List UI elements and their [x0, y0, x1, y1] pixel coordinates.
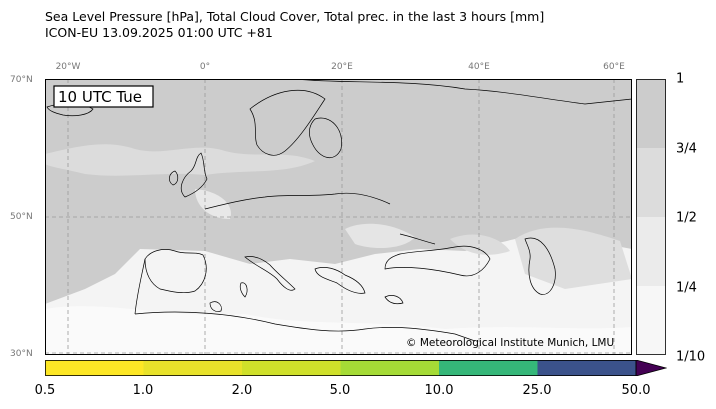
cloud-cover-colorbar	[636, 79, 666, 355]
precip-tick-5-0: 5.0	[329, 383, 351, 398]
cloud-tick-1-4: 1/4	[676, 280, 697, 296]
lon-label-20w: 20°W	[55, 62, 81, 72]
cloud-cover-segment	[636, 148, 666, 217]
gridlines	[45, 79, 632, 355]
lon-label-40e: 40°E	[468, 62, 490, 72]
precip-extend-arrow	[635, 360, 667, 376]
lon-label-60e: 60°E	[603, 62, 625, 72]
weather-map: 10 UTC Tue © Meteorological Institute Mu…	[45, 79, 632, 355]
precip-segment	[143, 360, 243, 376]
lat-label-70n: 70°N	[10, 75, 33, 85]
precip-segment	[340, 360, 440, 376]
precip-tick-25-0: 25.0	[522, 383, 552, 398]
precip-colorbar-frame	[45, 360, 637, 376]
time-label-box	[53, 85, 154, 108]
precip-tick-0-5: 0.5	[34, 383, 56, 398]
precip-tick-1-0: 1.0	[132, 383, 154, 398]
map-frame	[45, 79, 632, 355]
cloud-thin-areas	[45, 144, 632, 355]
map-title: Sea Level Pressure [hPa], Total Cloud Co…	[45, 9, 545, 24]
coastlines	[46, 79, 632, 342]
cloud-tick-1-2: 1/2	[676, 210, 697, 226]
precip-tick-10-0: 10.0	[424, 383, 454, 398]
lat-label-30n: 30°N	[10, 349, 33, 359]
precip-tick-2-0: 2.0	[231, 383, 253, 398]
copyright-notice: © Meteorological Institute Munich, LMU	[406, 337, 614, 349]
precip-segment	[45, 360, 144, 376]
cloud-tick-3-4: 3/4	[676, 141, 697, 157]
cloud-cover-segment	[636, 217, 666, 286]
precip-segment	[537, 360, 637, 376]
precipitation-colorbar	[45, 360, 667, 376]
precip-segment	[439, 360, 538, 376]
cloud-cover-colorbar-frame	[636, 79, 666, 355]
precip-segment	[242, 360, 341, 376]
cloud-tick-1-10: 1/10	[676, 349, 706, 365]
precip-tick-50-0: 50.0	[621, 383, 651, 398]
lon-label-20e: 20°E	[331, 62, 353, 72]
map-subtitle: ICON-EU 13.09.2025 01:00 UTC +81	[45, 25, 273, 40]
time-label: 10 UTC Tue	[58, 88, 142, 106]
lon-label-0: 0°	[199, 62, 211, 72]
cloud-tick-1: 1	[676, 71, 685, 87]
lat-label-50n: 50°N	[10, 212, 33, 222]
cloud-cover-segment	[636, 79, 666, 148]
cloud-cover-segment	[636, 286, 666, 355]
